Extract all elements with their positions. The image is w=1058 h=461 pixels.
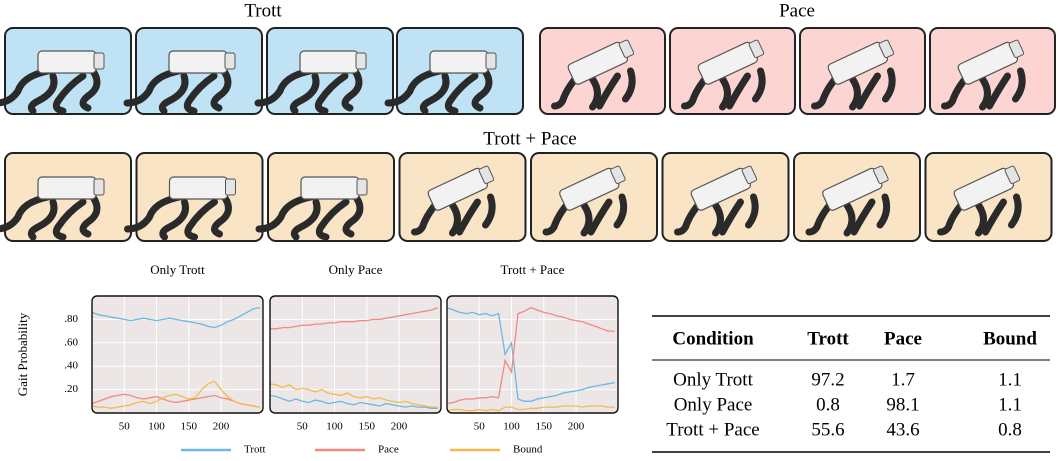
x-tick-label: 150	[359, 421, 376, 433]
robot-body	[170, 177, 228, 199]
table-cell: 1.1	[998, 394, 1022, 415]
y-tick-label: .80	[64, 313, 78, 325]
charts: Only Trott .80 .60 .40 .20 50 100 150 200 Gait Pr…	[15, 262, 618, 433]
table-cell: 43.6	[886, 419, 919, 440]
robot-frame	[127, 28, 262, 114]
table-cell: 0.8	[816, 394, 840, 415]
results-table: Condition Trott Pace Bound Only Trott 97.2 1.7…	[652, 316, 1050, 452]
table-cell: Only Trott	[673, 369, 753, 390]
robot-head	[226, 179, 236, 195]
robot-body	[38, 51, 96, 73]
x-tick-label: 150	[536, 421, 553, 433]
legend-label: Trott	[244, 444, 266, 456]
robot-frame	[794, 153, 920, 241]
x-tick-label: 100	[326, 421, 343, 433]
robot-head	[225, 53, 235, 69]
y-axis-label: Gait Probability	[15, 312, 30, 396]
figure: Trott Pace Trott + Pace Only Trott .80 .60…	[0, 0, 1058, 461]
x-tick-label: 200	[391, 421, 408, 433]
robot-frame	[531, 153, 657, 241]
chart-title: Only Trott	[150, 262, 205, 277]
robot-head	[94, 179, 104, 195]
robot-body	[300, 51, 358, 73]
robot-frame	[540, 28, 665, 114]
robot-head	[486, 53, 496, 69]
x-tick-label: 200	[568, 421, 585, 433]
x-tick-label: 200	[213, 421, 230, 433]
column-header: Pace	[884, 328, 922, 349]
table-cell: Trott + Pace	[666, 419, 759, 440]
robot-body	[430, 51, 488, 73]
table-cell: 1.7	[891, 369, 915, 390]
robot-body	[301, 177, 359, 199]
robot-frame	[388, 28, 523, 114]
x-tick-label: 50	[474, 421, 486, 433]
chart-title: Only Pace	[329, 262, 383, 277]
robot-frame	[0, 153, 131, 241]
robot-frame	[0, 28, 131, 114]
y-tick-label: .20	[64, 383, 78, 395]
chart-title: Trott + Pace	[501, 262, 565, 277]
column-header: Trott	[807, 328, 849, 349]
robot-body	[38, 177, 96, 199]
row-title: Pace	[779, 0, 815, 21]
robot-frame	[663, 153, 789, 241]
line-chart: Only Trott .80 .60 .40 .20 50 100 150 200 Gait Pr…	[15, 262, 263, 433]
table-cell: 97.2	[811, 369, 844, 390]
robot-frame	[930, 28, 1055, 114]
legend-label: Bound	[513, 444, 543, 456]
y-tick-label: .40	[64, 360, 78, 372]
robot-frame	[259, 153, 394, 241]
row-title: Trott + Pace	[483, 128, 576, 149]
row-title: Trott	[244, 0, 282, 21]
robot-frame	[128, 153, 263, 241]
robot-head	[357, 179, 367, 195]
legend-label: Pace	[378, 444, 399, 456]
robot-frame	[670, 28, 795, 114]
robot-frame	[400, 153, 526, 241]
x-tick-label: 100	[503, 421, 520, 433]
robot-frame	[800, 28, 925, 114]
column-header: Bound	[983, 328, 1037, 349]
table-cell: 98.1	[886, 394, 919, 415]
x-tick-label: 100	[148, 421, 165, 433]
table-cell: Only Pace	[674, 394, 753, 415]
x-tick-label: 50	[119, 421, 131, 433]
robot-frame	[926, 153, 1052, 241]
robot-frame	[258, 28, 393, 114]
x-tick-label: 150	[181, 421, 198, 433]
table-cell: 1.1	[998, 369, 1022, 390]
legend: Trott Pace Bound	[181, 444, 543, 456]
plot-background	[447, 296, 618, 413]
table-cell: 0.8	[998, 419, 1022, 440]
x-tick-label: 50	[297, 421, 309, 433]
robot-body	[169, 51, 227, 73]
column-header: Condition	[672, 328, 754, 349]
robot-head	[94, 53, 104, 69]
robot-head	[356, 53, 366, 69]
table-cell: 55.6	[811, 419, 844, 440]
y-tick-label: .60	[64, 336, 78, 348]
